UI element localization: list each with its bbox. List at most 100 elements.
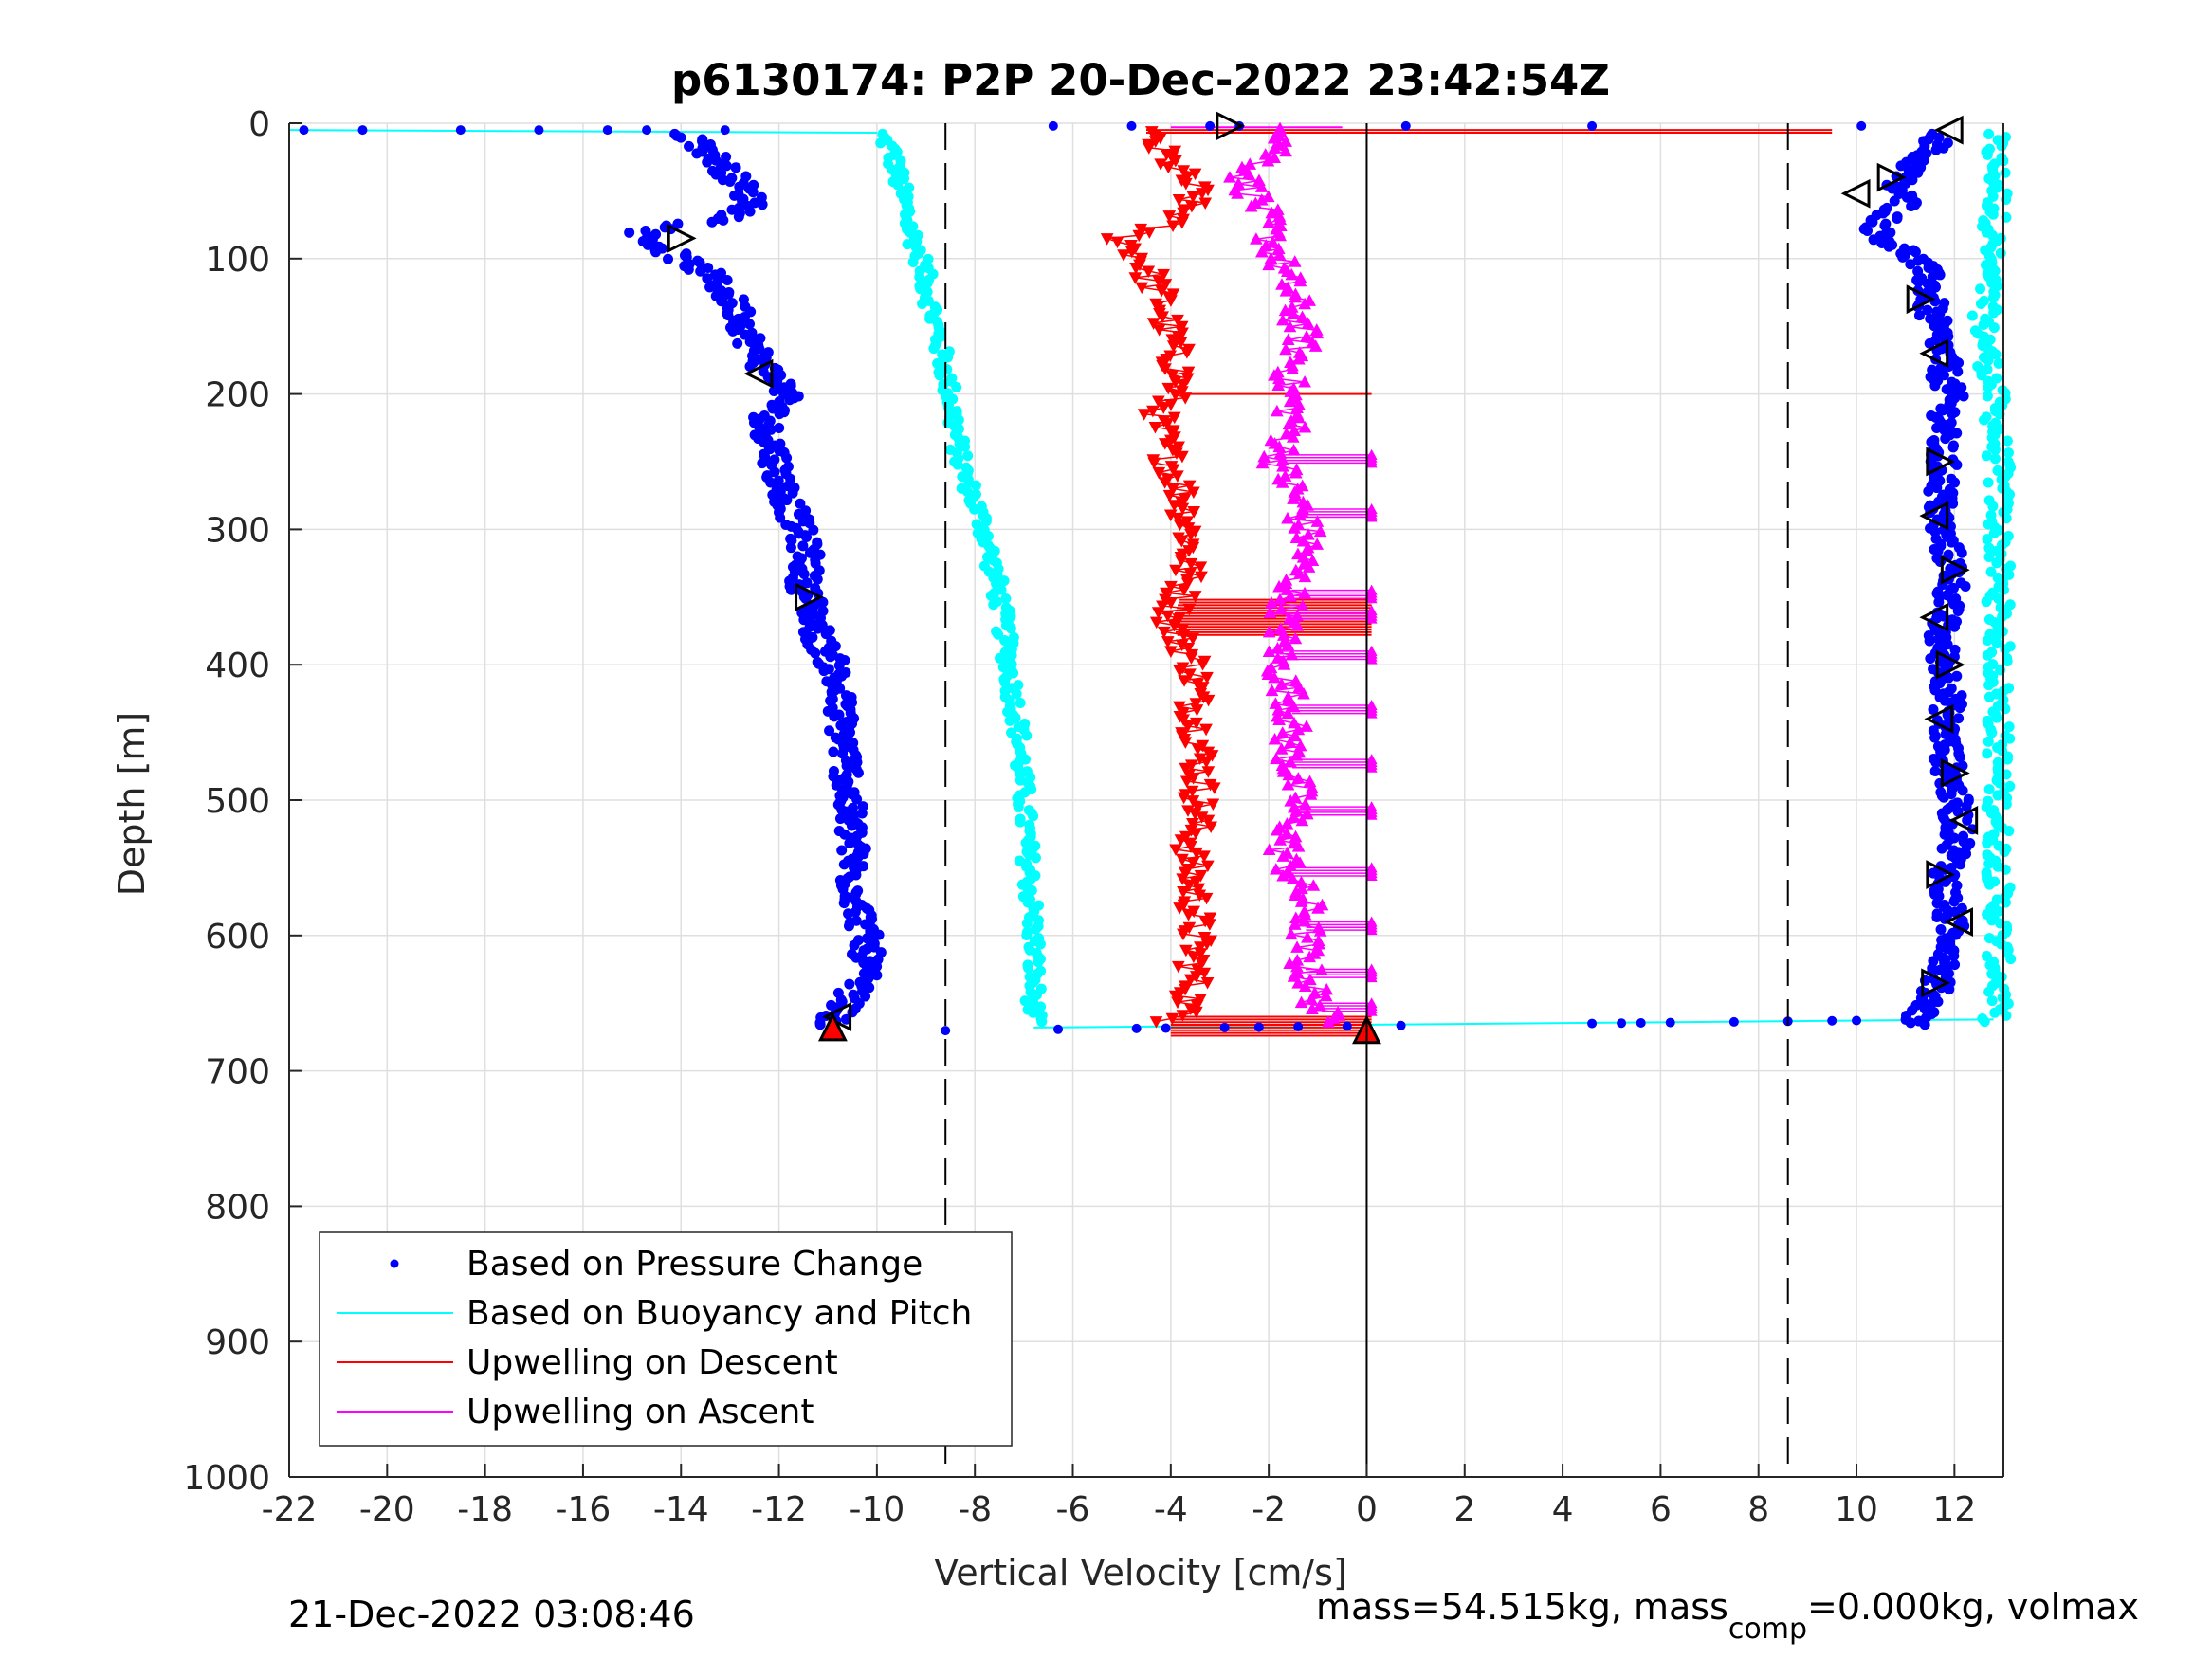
grid	[288, 122, 2003, 1478]
upwelling-ascent-point	[1302, 528, 1315, 540]
buoyancy-ascent-point	[1981, 450, 1992, 462]
buoyancy-ascent-point	[1979, 414, 1990, 426]
pressure-descent-point	[722, 275, 733, 286]
pressure-descent-point	[650, 246, 662, 258]
upwelling-ascent-segment	[1271, 258, 1295, 263]
upwelling-ascent-point	[1276, 868, 1289, 882]
upwelling-ascent-point	[1287, 970, 1301, 982]
x-tick-label: -18	[457, 1490, 513, 1529]
ascent-marker-triangle	[1933, 115, 1964, 145]
buoyancy-descent-point	[1021, 730, 1033, 741]
pressure-ascent-point	[1953, 713, 1965, 724]
pressure-descent-point	[691, 148, 703, 159]
buoyancy-ascent-point	[2003, 721, 2015, 733]
buoyancy-descent-point	[1011, 688, 1022, 700]
footer-mass-sub: comp	[1728, 1613, 1807, 1646]
buoyancy-descent-point	[999, 676, 1011, 687]
upwelling-ascent-segment	[1238, 179, 1260, 185]
pressure-descent-point	[834, 813, 846, 825]
buoyancy-ascent-point	[1966, 310, 1978, 321]
upwelling-ascent-point	[1279, 342, 1292, 356]
buoyancy-ascent-point	[1997, 611, 2008, 622]
pressure-bottom-point	[1587, 1018, 1598, 1029]
upwelling-ascent-point	[1274, 742, 1289, 755]
upwelling-descent-segment	[1153, 322, 1182, 327]
buoyancy-ascent-point	[1983, 879, 1995, 890]
upwelling-ascent-point	[1284, 927, 1298, 940]
pressure-ascent-point	[1912, 255, 1924, 266]
pressure-ascent-point	[1952, 366, 1964, 377]
upwelling-ascent-point	[1289, 290, 1303, 303]
pressure-ascent-point	[1905, 259, 1916, 270]
upwelling-ascent-point	[1243, 157, 1257, 170]
upwelling-ascent-point	[1271, 378, 1286, 391]
footer-mass-prefix: mass=54.515kg, mass	[1316, 1586, 1728, 1628]
x-tick-label: -8	[958, 1490, 992, 1529]
buoyancy-descent-point	[1030, 852, 1041, 864]
buoyancy-ascent-point	[2000, 167, 2011, 178]
pressure-ascent-point	[1883, 241, 1894, 252]
pressure-ascent-point	[1931, 483, 1943, 494]
pressure-bottom-point	[1827, 1015, 1837, 1026]
upwelling-ascent-point	[1265, 206, 1279, 219]
ascent-marker-triangle	[1921, 968, 1951, 998]
buoyancy-descent-point	[1035, 1001, 1047, 1012]
pressure-bottom-point	[1665, 1017, 1675, 1028]
upwelling-ascent-point	[1365, 869, 1378, 881]
pressure-bottom-point	[1253, 1022, 1264, 1032]
pressure-descent-point	[849, 939, 860, 951]
buoyancy-surface-transition-line	[288, 129, 877, 134]
pressure-descent-point	[846, 820, 857, 831]
pressure-surface-point	[1856, 120, 1867, 131]
ascent-marker-triangle	[1944, 907, 1974, 937]
pressure-bottom-point	[1293, 1021, 1304, 1031]
upwelling-descent-point	[1149, 1016, 1163, 1029]
pressure-descent-point	[828, 746, 839, 757]
pressure-surface-point	[602, 125, 612, 136]
buoyancy-ascent-point	[1983, 477, 1994, 488]
upwelling-ascent-segment	[1287, 518, 1318, 523]
pressure-bottom-point	[1219, 1022, 1230, 1032]
buoyancy-ascent-point	[1989, 1007, 2001, 1018]
upwelling-ascent-point	[1268, 670, 1281, 684]
buoyancy-ascent-point	[1982, 534, 1993, 545]
pressure-bottom-point	[1342, 1021, 1352, 1031]
upwelling-ascent-point	[1265, 596, 1278, 609]
pressure-ascent-point	[1933, 496, 1945, 507]
upwelling-ascent-point	[1300, 807, 1314, 820]
upwelling-ascent-point	[1289, 631, 1303, 645]
x-tick-label: -10	[849, 1490, 905, 1529]
upwelling-ascent-segment	[1281, 605, 1303, 611]
upwelling-ascent-point	[1276, 849, 1290, 862]
buoyancy-descent-point	[941, 364, 953, 375]
upwelling-ascent-point	[1270, 823, 1284, 836]
upwelling-ascent-point	[1289, 465, 1303, 479]
pressure-bottom-point	[941, 1026, 951, 1036]
pressure-ascent-point	[1947, 498, 1959, 509]
buoyancy-ascent-point	[1986, 727, 1998, 738]
pressure-descent-point	[747, 187, 759, 198]
upwelling-ascent-point	[1254, 180, 1269, 192]
pressure-surface-point	[642, 125, 652, 136]
legend-label: Based on Buoyancy and Pitch	[466, 1294, 972, 1333]
buoyancy-descent-point	[1023, 962, 1034, 974]
buoyancy-descent-point	[1036, 1016, 1048, 1028]
upwelling-ascent-point	[1295, 813, 1309, 827]
buoyancy-ascent-point	[1992, 465, 2003, 476]
pressure-descent-point	[818, 665, 830, 677]
buoyancy-descent-point	[988, 599, 999, 611]
upwelling-ascent-point	[1231, 187, 1244, 199]
bottom-marker-triangle	[817, 1012, 848, 1042]
pressure-surface-point	[299, 125, 309, 136]
upwelling-ascent-point	[1289, 729, 1302, 742]
buoyancy-descent-point	[969, 503, 980, 515]
pressure-descent-point	[843, 921, 854, 932]
upwelling-ascent-point	[1301, 931, 1314, 943]
upwelling-ascent-point	[1286, 872, 1300, 884]
pressure-descent-point	[729, 190, 740, 201]
pressure-descent-point	[774, 409, 785, 420]
upwelling-ascent-segment	[1234, 186, 1262, 191]
pressure-ascent-point	[1928, 703, 1939, 715]
upwelling-ascent-segment	[1265, 150, 1287, 155]
pressure-descent-point	[824, 725, 835, 737]
